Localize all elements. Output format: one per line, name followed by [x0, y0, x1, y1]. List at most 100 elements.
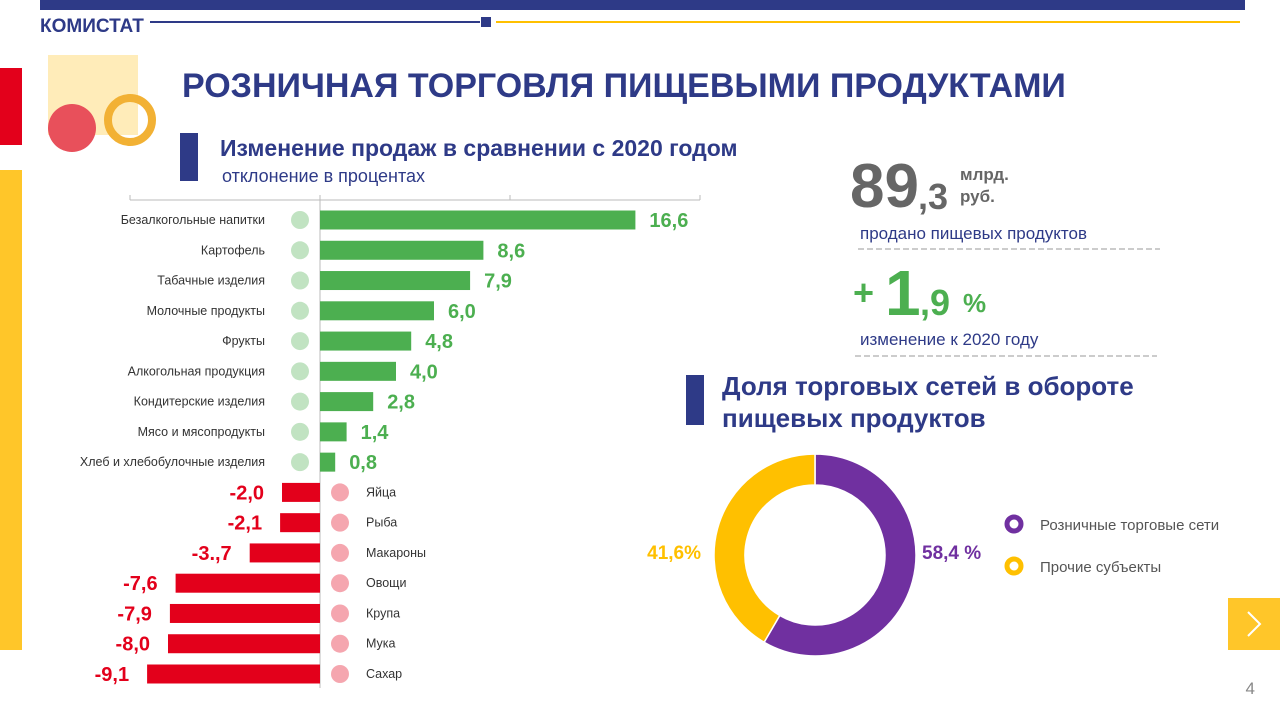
category-icon: [291, 241, 309, 260]
value-label: -8,0: [116, 634, 150, 656]
category-icon: [331, 513, 349, 532]
bar: [169, 603, 320, 623]
category-label: Рыба: [366, 516, 397, 530]
chart-title: Доля торговых сетей в обороте пищевых пр…: [722, 371, 1134, 433]
side-accent: [0, 68, 22, 145]
category-icon: [291, 271, 309, 290]
category-icon: [331, 665, 349, 683]
legend-label: Прочие субъекты: [1040, 559, 1161, 576]
value-label: -2,0: [230, 482, 264, 504]
stat-number: ,9: [920, 282, 950, 323]
stat-caption: продано пищевых продуктов: [860, 224, 1087, 243]
stat-number: 1: [885, 257, 921, 329]
category-label: Крупа: [366, 606, 400, 620]
section-marker: [686, 375, 704, 425]
rule-marker: [481, 17, 491, 27]
section-marker: [180, 133, 198, 181]
value-label: 2,8: [387, 392, 415, 414]
value-label: 4,8: [425, 331, 453, 353]
category-icon: [291, 332, 309, 351]
category-icon: [331, 543, 349, 562]
category-label: Яйца: [366, 485, 396, 499]
value-label: 6,0: [448, 301, 476, 323]
value-label: -2,1: [228, 513, 262, 535]
food-illustration: [104, 94, 156, 146]
bar: [168, 634, 320, 654]
category-label: Мука: [366, 637, 396, 651]
category-icon: [291, 301, 309, 320]
legend-label: Розничные торговые сети: [1040, 517, 1219, 534]
category-label: Картофель: [201, 243, 265, 257]
category-label: Молочные продукты: [147, 304, 265, 318]
category-label: Хлеб и хлебобулочные изделия: [80, 455, 265, 469]
slide-title: РОЗНИЧНАЯ ТОРГОВЛЯ ПИЩЕВЫМИ ПРОДУКТАМИ: [182, 67, 1066, 105]
category-icon: [331, 574, 349, 593]
category-label: Безалкогольные напитки: [121, 213, 265, 227]
value-label: 4,0: [410, 361, 438, 383]
value-label: -7,6: [123, 573, 157, 595]
value-label: 0,8: [349, 452, 377, 474]
stat-number: 89: [850, 152, 919, 221]
category-label: Табачные изделия: [157, 274, 265, 288]
category-icon: [291, 392, 309, 411]
chart-subtitle: отклонение в процентах: [222, 166, 425, 186]
brand: КОМИСТАТ: [40, 16, 144, 37]
legend-marker: [1004, 514, 1024, 534]
page-number: 4: [1246, 679, 1255, 698]
category-icon: [331, 483, 349, 502]
chart-title: Изменение продаж в сравнении с 2020 годо…: [220, 135, 738, 161]
side-accent: [0, 170, 22, 650]
legend-marker: [1004, 556, 1024, 576]
stat-unit: %: [963, 288, 986, 318]
category-icon: [291, 422, 309, 441]
bar: [320, 392, 374, 412]
value-label: -3.,7: [192, 543, 232, 565]
chevron: [1247, 611, 1262, 637]
value-label: 16,6: [649, 210, 688, 232]
bar: [320, 271, 471, 291]
top-bar: [40, 0, 1245, 10]
value-label: 8,6: [497, 240, 525, 262]
bar: [320, 301, 434, 321]
stat-caption: изменение к 2020 году: [860, 330, 1039, 349]
bar: [320, 452, 336, 472]
food-illustration: [48, 104, 96, 152]
category-icon: [331, 634, 349, 653]
value-label: 58,4 %: [922, 543, 981, 564]
stat-unit: руб.: [960, 187, 995, 206]
category-label: Фрукты: [222, 334, 265, 348]
bar: [147, 664, 320, 684]
bar: [175, 573, 320, 593]
value-label: -7,9: [117, 603, 151, 625]
value-label: 7,9: [484, 271, 512, 293]
bar: [320, 210, 636, 230]
bar: [320, 422, 347, 442]
category-label: Мясо и мясопродукты: [138, 425, 265, 439]
bar: [320, 331, 412, 351]
category-label: Кондитерские изделия: [134, 395, 265, 409]
stat-unit: млрд.: [960, 165, 1009, 184]
category-icon: [291, 211, 309, 229]
category-label: Алкогольная продукция: [128, 364, 265, 378]
donut-slice: [763, 453, 917, 657]
donut-slice: [713, 453, 816, 644]
bar: [320, 361, 396, 381]
category-label: Овощи: [366, 576, 406, 590]
stat-number: ,3: [918, 176, 948, 217]
bar: [280, 513, 320, 533]
next-button[interactable]: [1228, 598, 1280, 650]
category-label: Макароны: [366, 546, 426, 560]
category-icon: [291, 362, 309, 381]
bar: [282, 482, 320, 502]
category-label: Сахар: [366, 667, 402, 681]
category-icon: [291, 453, 309, 472]
stat-sign: +: [853, 272, 874, 313]
value-label: 1,4: [361, 422, 390, 444]
bar: [249, 543, 320, 563]
value-label: 41,6%: [647, 543, 701, 564]
category-icon: [331, 604, 349, 623]
bar: [320, 240, 484, 260]
value-label: -9,1: [95, 664, 129, 686]
